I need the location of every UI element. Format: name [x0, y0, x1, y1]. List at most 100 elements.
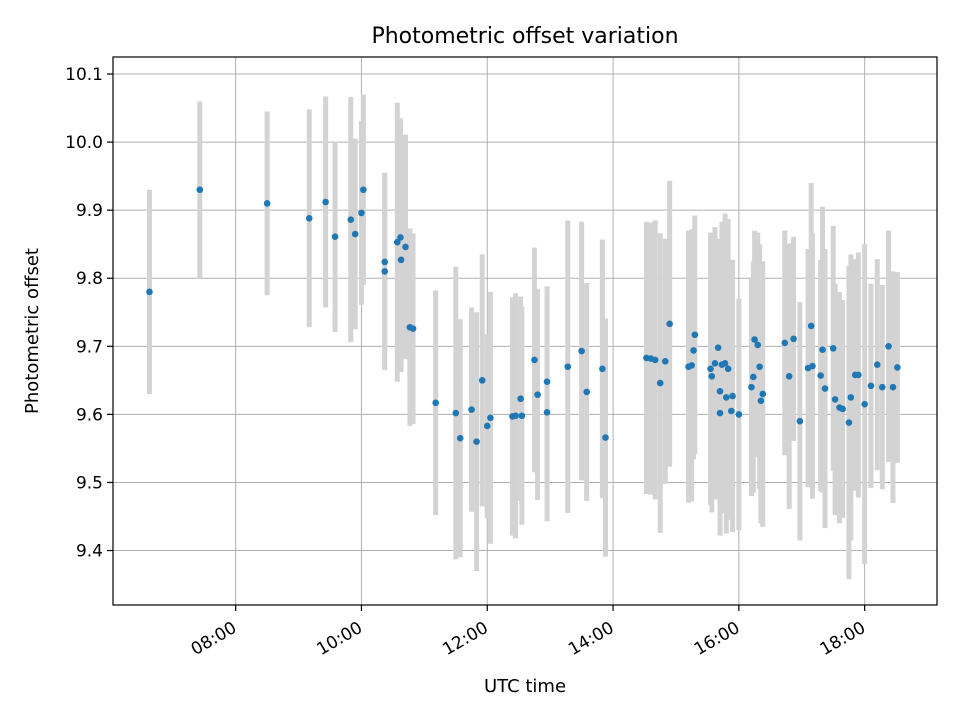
data-point [381, 258, 389, 266]
data-point [889, 383, 897, 391]
data-point [807, 322, 815, 330]
data-point [518, 412, 526, 420]
data-point [809, 362, 816, 370]
data-point [691, 331, 699, 339]
data-point [358, 209, 365, 217]
y-axis-label: Photometric offset [22, 248, 43, 414]
data-point [456, 434, 464, 442]
data-point [781, 339, 789, 347]
y-axis-ticks: 9.4 9.5 9.6 9.7 9.8 9.9 10.0 10.1 [65, 65, 113, 562]
data-point [473, 438, 480, 445]
data-point [661, 357, 669, 365]
data-point [394, 238, 401, 246]
data-point [885, 343, 892, 350]
data-point [829, 345, 837, 352]
data-point [512, 412, 519, 420]
y-tick-label: 9.4 [76, 542, 103, 562]
data-point [690, 347, 697, 354]
data-point [322, 198, 329, 206]
data-point [722, 394, 730, 401]
data-point [432, 399, 439, 407]
data-point [847, 394, 855, 401]
data-point [735, 411, 743, 418]
data-point [831, 396, 839, 403]
data-point [716, 409, 724, 417]
data-point [861, 400, 868, 408]
data-point [531, 356, 538, 364]
data-point [578, 347, 585, 355]
y-tick-label: 9.9 [76, 201, 103, 221]
y-tick-label: 9.5 [76, 473, 103, 493]
data-point [867, 382, 875, 390]
data-point [873, 361, 881, 368]
data-point [487, 414, 494, 422]
data-point [716, 387, 724, 395]
data-point [855, 371, 862, 379]
data-point [845, 419, 853, 426]
data-point [402, 243, 409, 251]
data-point [543, 378, 551, 386]
data-point [796, 417, 804, 425]
data-point [656, 379, 664, 387]
data-point [754, 341, 762, 349]
data-point [751, 336, 758, 343]
data-point [468, 406, 475, 413]
data-point [478, 377, 486, 384]
data-point [819, 346, 826, 354]
data-point [543, 409, 551, 416]
data-point [748, 383, 755, 391]
data-point [146, 288, 153, 296]
data-point [750, 373, 757, 381]
data-point [360, 186, 367, 194]
data-point [263, 200, 271, 207]
data-point [708, 372, 716, 380]
data-point [517, 395, 524, 403]
data-point [409, 325, 417, 332]
data-point [602, 434, 609, 441]
data-point [564, 363, 572, 371]
data-point [711, 360, 719, 367]
data-point [817, 372, 824, 379]
data-point [397, 256, 405, 264]
data-point [757, 397, 765, 405]
data-point [688, 362, 695, 369]
data-point [483, 422, 491, 430]
data-point [785, 372, 793, 380]
data-point [729, 392, 736, 400]
data-point [756, 363, 763, 371]
data-point [351, 230, 359, 238]
data-point [707, 365, 714, 373]
data-point [534, 391, 541, 398]
data-point [666, 320, 673, 328]
data-point [397, 234, 404, 241]
data-point [721, 360, 729, 367]
y-tick-label: 9.6 [76, 405, 103, 425]
data-point [790, 335, 797, 343]
data-point [347, 216, 355, 223]
data-point [759, 390, 767, 398]
data-point [599, 365, 606, 373]
data-point [381, 268, 389, 275]
data-point [305, 215, 313, 222]
plot-frame [112, 56, 938, 606]
y-tick-label: 9.8 [76, 269, 103, 289]
data-point [878, 383, 886, 391]
data-point [894, 364, 901, 371]
data-point [724, 365, 732, 373]
data-point [583, 388, 590, 396]
y-tick-label: 9.7 [76, 337, 103, 357]
data-point [331, 233, 339, 241]
data-points [146, 186, 901, 445]
data-point [452, 409, 460, 417]
data-point [839, 405, 846, 413]
x-axis-label: UTC time [484, 676, 566, 697]
y-tick-label: 10.0 [65, 133, 103, 153]
y-tick-label: 10.1 [65, 65, 103, 85]
chart-title: Photometric offset variation [371, 24, 678, 49]
data-point [728, 407, 735, 415]
data-point [196, 186, 204, 194]
data-point [651, 356, 659, 364]
data-point [821, 385, 829, 392]
data-point [714, 344, 722, 351]
